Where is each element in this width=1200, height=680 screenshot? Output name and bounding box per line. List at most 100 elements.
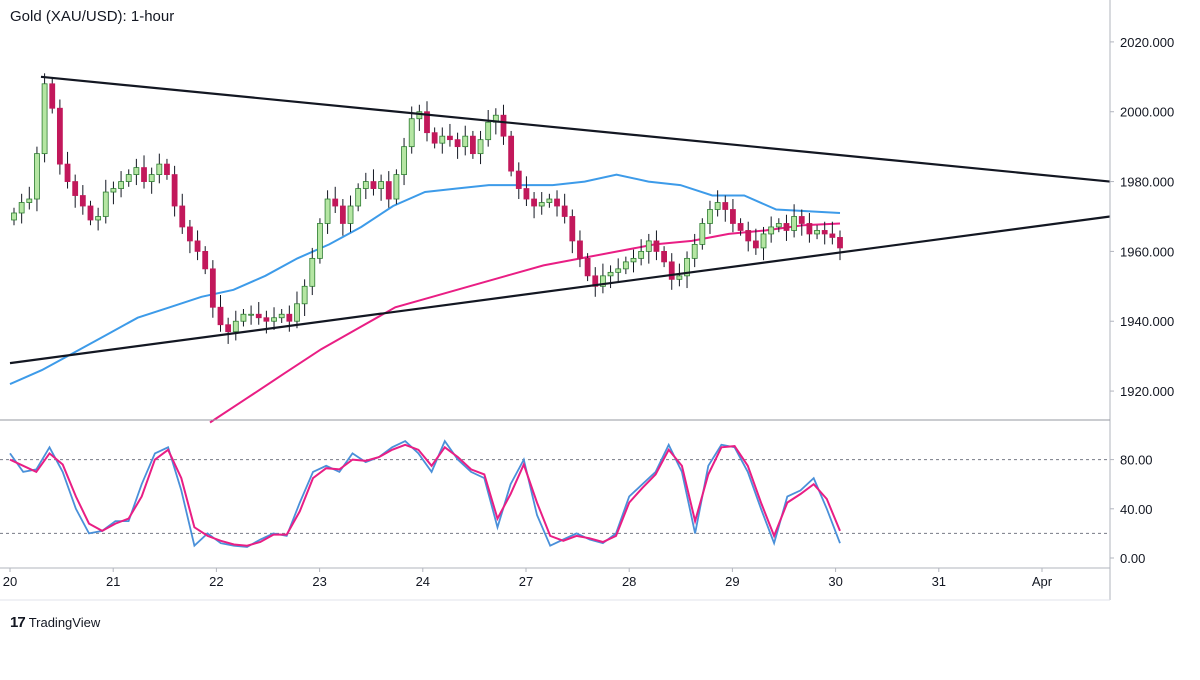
candle [431,127,438,149]
candle-body [263,317,270,322]
ma-fast-line [9,173,841,386]
candle-body [814,230,820,235]
candle [691,233,698,268]
candle-body [271,317,277,322]
candle-body [447,135,453,141]
candle-body [546,198,553,203]
candle-body [615,268,622,273]
candle [783,214,790,241]
candle [317,218,323,264]
candle [278,309,285,323]
candle-body [722,202,729,210]
candle [515,162,522,200]
candle-body [362,181,369,189]
candle-body [79,195,86,207]
candle-body [714,202,721,210]
candle [538,192,545,215]
candle-body [737,223,744,231]
candle-body [133,167,140,175]
candle [95,207,102,231]
candle [439,127,446,154]
candle-body [95,216,102,221]
chart-title: Gold (XAU/USD): 1-hour [10,8,175,25]
candle-body [339,205,346,224]
candle [821,221,828,245]
candle-body [515,170,522,189]
candle [508,130,515,177]
candle [232,310,239,341]
time-tick-label: 21 [106,574,120,589]
candle [72,174,79,208]
candle [615,258,622,282]
trendline-upper [40,75,1111,183]
candle-body [110,188,117,193]
candle [424,101,430,142]
candle-body [554,198,560,207]
price-tick-label: 1960.000 [1120,244,1174,259]
price-tick-label: 2000.000 [1120,105,1174,120]
candle-body [49,83,56,109]
candle-body [577,240,583,259]
candle [110,181,117,205]
candle-body [469,135,476,155]
candle [500,104,507,145]
candle-body [187,226,193,242]
candle [347,195,354,233]
candle [301,279,308,316]
candle [607,265,614,289]
candle [469,130,476,159]
candle [187,219,193,254]
candle [638,239,645,266]
candle-body [745,230,752,242]
candle-body [102,191,109,217]
candle-body [821,230,828,235]
candle [87,200,94,226]
candle-body [439,135,446,144]
candle-body [783,223,790,231]
candle [768,216,775,243]
candle [531,192,537,219]
candle [814,225,820,240]
candle [171,165,178,217]
candle [34,146,40,212]
candle [462,125,469,156]
stochastic-layer [0,439,1110,548]
candle-body [454,139,461,148]
candle-body [378,181,385,189]
candle-body [317,223,323,259]
candle [102,179,109,224]
candle-body [332,198,339,207]
tradingview-logo[interactable]: 17 TradingView [10,614,100,631]
candle [79,185,86,215]
candle [225,317,232,344]
candle-body [668,261,675,280]
candle [248,305,254,325]
candle-body [638,250,645,259]
candle-body [508,135,515,172]
candle [362,172,369,200]
candle-body [225,324,232,333]
candle [699,218,706,250]
time-tick-label: 29 [725,574,739,589]
price-tick-label: 1980.000 [1120,175,1174,190]
candle-body [64,163,71,182]
candle-body [699,223,706,245]
time-tick-label: 20 [3,574,17,589]
candle [385,171,392,208]
candle [370,169,377,196]
candle-body [408,118,415,148]
candle [286,305,293,332]
time-tick-label: 24 [416,574,430,589]
candle-body [691,244,698,259]
candle-body [645,240,652,252]
candle-body [592,275,599,287]
candle [745,221,752,252]
candle-body [500,114,507,137]
candle-body [355,188,362,207]
candle [49,78,56,114]
candle [294,291,300,329]
candle [118,171,124,198]
candle [752,228,759,255]
